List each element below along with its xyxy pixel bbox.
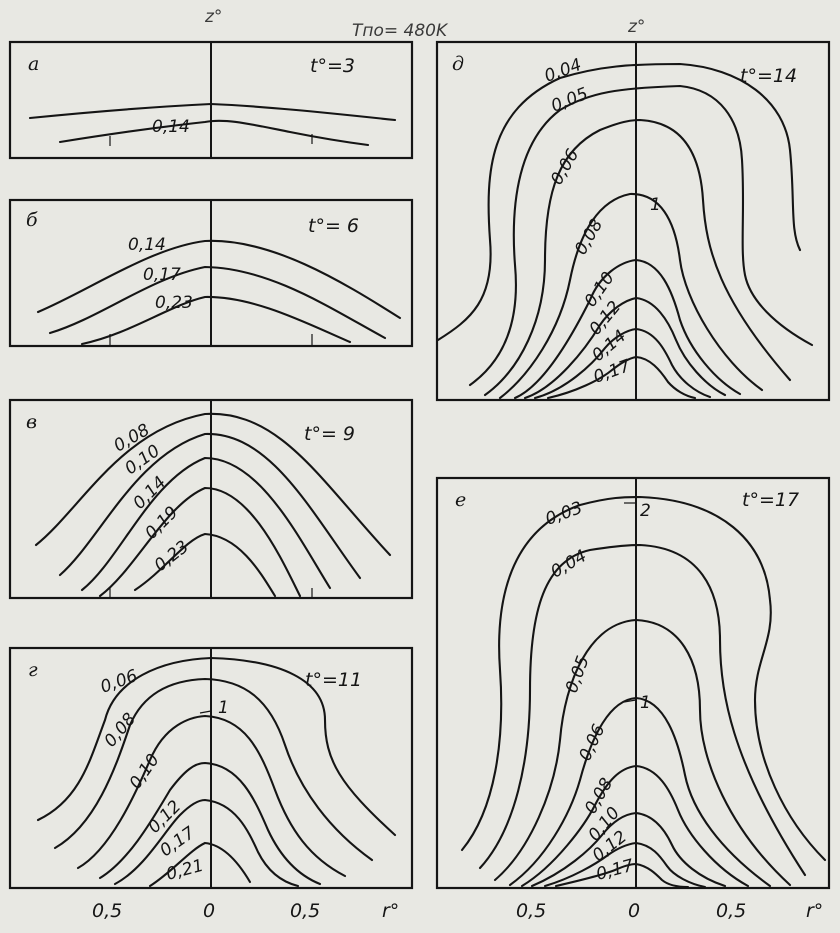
panel-v-label-023: 0,23 — [151, 537, 193, 576]
panel-b-isoline-017 — [48, 265, 387, 340]
panel-v: в t°= 9 0,08 0,10 0,14 0,19 0,23 — [8, 398, 414, 600]
panel-v-isoline-023 — [133, 532, 277, 598]
panel-d-label-006: 0,06 — [547, 146, 583, 189]
panel-e-isoline-006 — [520, 764, 750, 888]
panel-e-isoline-010 — [543, 841, 707, 889]
panel-d-isoline-006 — [483, 118, 792, 397]
panel-d-label-008: 0,08 — [571, 216, 607, 259]
panel-d-label-004: 0,04 — [542, 55, 584, 87]
panel-d-isoline-014 — [546, 355, 697, 400]
panel-b-label-023: 0,23 — [155, 293, 193, 313]
panel-g-isoline-012 — [98, 761, 322, 886]
x-tick-right-0: 0 — [628, 900, 640, 922]
panel-e-label-2: 2 — [640, 501, 651, 521]
panel-d-isoline-004 — [436, 62, 802, 342]
panel-e-tag: е — [455, 489, 466, 511]
panel-e-isoline-012 — [554, 862, 690, 889]
panel-e-frame — [435, 476, 831, 890]
temperature-label: Tпо= 480K — [352, 21, 449, 41]
panel-g-label-010: 0,10 — [126, 750, 164, 792]
x-tick-left-0: 0 — [203, 900, 215, 922]
x-axis-right: 0,5 0 0,5 r° — [516, 900, 823, 922]
panel-v-isoline-019 — [98, 486, 302, 598]
panel-g-label-1: 1 — [218, 698, 229, 718]
panel-e-label-005: 0,05 — [562, 653, 594, 695]
panel-g-time: t°=11 — [305, 669, 362, 691]
panel-g-isoline-008 — [53, 677, 374, 862]
x-axis-label-right: r° — [806, 900, 823, 922]
panel-e-time: t°=17 — [742, 489, 799, 511]
panel-v-time: t°= 9 — [304, 423, 355, 445]
panel-g-isoline-017 — [113, 798, 300, 888]
panel-a-time: t°=3 — [310, 55, 355, 77]
panel-g-label-021: 0,21 — [164, 856, 206, 885]
panel-e-isoline-003 — [460, 495, 827, 862]
panel-b-isoline-023 — [80, 295, 352, 346]
x-axis-label-left: r° — [382, 900, 399, 922]
panel-g: г t°=11 0,06 0,08 1 0,10 0,12 0,17 0,21 — [8, 646, 414, 890]
panel-a-label: 0,14 — [152, 117, 190, 137]
panel-a-isoline-outer — [28, 102, 397, 122]
x-tick-left-05a: 0,5 — [92, 900, 122, 922]
panel-e-isoline-005 — [493, 618, 792, 887]
panel-e-isoline-008 — [530, 811, 727, 888]
z-axis-label-right: z° — [627, 17, 645, 37]
panel-d-isoline-1 — [498, 192, 764, 400]
panel-g-isoline-010 — [76, 714, 347, 878]
panel-g-tag: г — [28, 659, 38, 681]
panel-a: a t°=3 0,14 — [8, 40, 414, 160]
panel-e-isoline-1 — [508, 696, 772, 888]
panel-b-label-014: 0,14 — [128, 235, 166, 255]
panel-v-isoline-008 — [34, 412, 392, 557]
panel-d-label-1: 1 — [650, 195, 661, 215]
x-tick-right-05a: 0,5 — [516, 900, 546, 922]
panel-e: е t°=17 0,03 2 0,04 0,05 1 0,06 0,08 0,1… — [435, 476, 831, 890]
panel-d-tag: д — [452, 53, 464, 75]
panel-b: б t°= 6 0,14 0,17 0,23 — [8, 198, 414, 348]
panel-d-isoline-008 — [513, 258, 742, 400]
panel-d-isoline-005 — [468, 84, 814, 387]
panel-g-isoline-006 — [36, 656, 397, 837]
panel-e-label-1: 1 — [640, 693, 651, 713]
panel-b-tag: б — [26, 209, 38, 231]
panel-e-isoline-004 — [478, 543, 807, 877]
panel-d-frame — [435, 40, 831, 402]
panel-b-time: t°= 6 — [308, 215, 359, 237]
x-axis-left: 0,5 0 0,5 r° — [92, 900, 399, 922]
panel-b-isoline-014 — [36, 239, 402, 320]
panel-e-label-006: 0,06 — [575, 721, 609, 764]
panel-d-label-005: 0,05 — [548, 84, 591, 117]
panel-e-label-003: 0,03 — [543, 498, 585, 530]
panel-v-isoline-014 — [80, 456, 332, 592]
panel-d: д t°=14 0,04 0,05 0,06 1 0,08 0,10 0,12 … — [435, 40, 831, 402]
panel-g-isoline-021 — [148, 841, 252, 888]
z-axis-label-left: z° — [204, 7, 222, 27]
panel-d-isoline-012 — [533, 327, 712, 400]
x-tick-right-05b: 0,5 — [716, 900, 746, 922]
panel-v-isoline-010 — [58, 432, 362, 580]
panel-b-label-017: 0,17 — [143, 265, 181, 285]
panel-v-tag: в — [26, 411, 37, 433]
panel-a-isoline-014 — [58, 119, 370, 147]
panel-d-time: t°=14 — [740, 65, 797, 87]
panel-a-tag: a — [28, 53, 39, 75]
x-tick-left-05b: 0,5 — [290, 900, 320, 922]
panel-d-isoline-010 — [523, 296, 727, 400]
